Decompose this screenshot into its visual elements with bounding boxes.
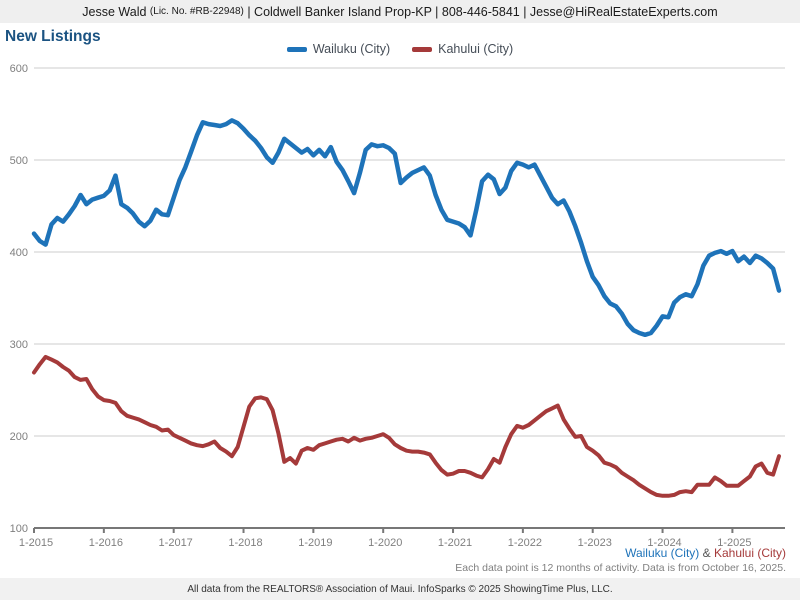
legend-item-wailuku[interactable]: Wailuku (City) <box>286 42 391 56</box>
license-number: (Lic. No. #RB-22948) <box>149 6 244 17</box>
y-axis-tick-label: 300 <box>10 339 28 351</box>
footer-series-note: Wailuku (City) & Kahului (City) <box>625 546 786 560</box>
wailuku-series-line <box>31 118 782 338</box>
new-listings-line-chart[interactable]: 100 200 300 400 500 600 1-2015 1-2016 1-2017 1-20… <box>0 60 800 560</box>
page-title: New Listings <box>5 28 101 45</box>
wailuku-swatch-icon <box>286 46 307 52</box>
footer-series-amp: & <box>699 546 714 560</box>
legend-label-wailuku: Wailuku (City) <box>312 42 391 56</box>
header-bar: Jesse Wald (Lic. No. #RB-22948) | Coldwe… <box>0 0 800 23</box>
attribution-bar: All data from the REALTORS® Association … <box>0 578 800 600</box>
footer-series-kahului: Kahului (City) <box>713 546 786 560</box>
kahului-series-line <box>32 354 781 498</box>
attribution-text: All data from the REALTORS® Association … <box>187 583 613 595</box>
x-axis-tick-label: 1-2018 <box>228 537 262 549</box>
x-axis-tick-label: 1-2021 <box>438 537 472 549</box>
chart-area: 100 200 300 400 500 600 1-2015 1-2016 1-2017 1-20… <box>0 60 800 560</box>
data-note: Each data point is 12 months of activity… <box>455 562 786 574</box>
y-axis-tick-label: 600 <box>10 63 28 75</box>
y-axis-tick-label: 500 <box>10 155 28 167</box>
header-contact-info: | Coldwell Banker Island Prop-KP | 808-4… <box>243 4 718 19</box>
footer-series-wailuku: Wailuku (City) <box>625 546 700 560</box>
x-axis-tick-label: 1-2015 <box>19 537 53 549</box>
x-axis-tick-label: 1-2017 <box>159 537 193 549</box>
kahului-swatch-icon <box>412 46 433 52</box>
x-axis-tick-label: 1-2019 <box>298 537 332 549</box>
x-axis-tick-label: 1-2022 <box>508 537 542 549</box>
y-axis-tick-label: 400 <box>10 247 28 259</box>
legend-label-kahului: Kahului (City) <box>438 42 514 56</box>
agent-name: Jesse Wald <box>82 4 150 19</box>
x-axis-tick-label: 1-2023 <box>578 537 612 549</box>
x-axis-tick-label: 1-2020 <box>368 537 402 549</box>
x-axis-tick-label: 1-2016 <box>89 537 123 549</box>
x-axis-tick-label: 1-2024 <box>647 537 681 549</box>
y-axis-tick-label: 100 <box>10 523 28 535</box>
legend-item-kahului[interactable]: Kahului (City) <box>412 42 513 56</box>
chart-legend: Wailuku (City) Kahului (City) <box>0 42 800 56</box>
x-axis-tick-label: 1-2025 <box>717 537 751 549</box>
y-axis-tick-label: 200 <box>10 431 28 443</box>
